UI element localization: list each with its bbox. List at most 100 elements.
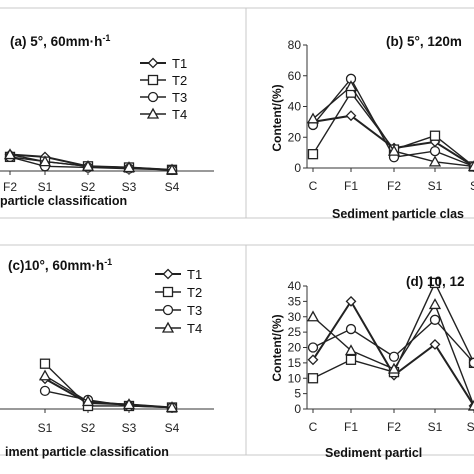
y-axis-label: Content/(%) <box>270 84 284 151</box>
panel-title-superscript: -1 <box>102 33 110 43</box>
x-tick-label: C <box>309 420 318 434</box>
legend-label: T1 <box>172 56 187 71</box>
data-point <box>39 358 51 369</box>
data-point <box>307 354 319 366</box>
x-tick-label: C <box>309 179 318 193</box>
series-line <box>44 375 173 409</box>
legend-marker <box>162 286 174 298</box>
y-tick-label: 30 <box>288 310 302 324</box>
panel-frame <box>245 7 474 219</box>
data-point <box>429 339 441 350</box>
chart-panel-2: 0 20 40 60 80 C F1 F2 S1 S (b) 5°, 120m Sediment pa… <box>245 7 474 221</box>
x-tick-label: S3 <box>122 421 137 435</box>
panel-title-superscript: -1 <box>104 257 112 267</box>
data-point <box>387 362 401 374</box>
series-T4 <box>3 148 179 175</box>
chart-panel-1: F2 S1 S2 S3 S4 (a) 5°, 60mm·h-1 particle class… <box>0 7 247 219</box>
data-point <box>429 130 441 141</box>
data-point <box>306 310 320 322</box>
y-tick-label: 5 <box>294 387 301 401</box>
data-point <box>307 342 319 353</box>
legend-label: T4 <box>172 107 187 122</box>
data-point <box>307 149 319 160</box>
legend-label: T2 <box>187 285 202 300</box>
y-tick-label: 15 <box>288 356 302 370</box>
x-tick-label: S <box>470 179 474 193</box>
x-tick-label: S1 <box>428 179 443 193</box>
data-point <box>344 80 358 92</box>
y-tick-label: 60 <box>288 69 302 83</box>
legend-label: T1 <box>187 267 202 282</box>
legend-marker <box>162 268 174 280</box>
data-point <box>122 398 136 410</box>
legend: T1 T2 T3 T4 <box>140 56 187 122</box>
data-point <box>467 160 474 172</box>
x-tick-label: F1 <box>344 179 358 193</box>
panel-frame <box>0 7 247 219</box>
y-tick-label: 10 <box>288 371 302 385</box>
data-point <box>345 110 357 122</box>
legend-label: T3 <box>172 90 187 105</box>
x-axis-label: particle classification <box>0 194 127 208</box>
x-tick-label: F2 <box>387 420 401 434</box>
data-point <box>165 163 179 175</box>
series-T4 <box>306 80 474 172</box>
panel-title: (a) 5°, 60mm·h-1 <box>10 33 110 49</box>
x-axis-label: Sediment particl <box>325 446 422 460</box>
y-tick-label: 0 <box>294 161 301 175</box>
x-tick-label: S1 <box>428 420 443 434</box>
legend-label: T2 <box>172 73 187 88</box>
legend-label: T3 <box>187 303 202 318</box>
y-tick-label: 20 <box>288 341 302 355</box>
data-point <box>387 144 401 156</box>
data-point <box>467 399 474 411</box>
legend-marker <box>161 321 175 333</box>
legend-marker <box>147 57 159 69</box>
x-tick-label: S1 <box>38 180 53 194</box>
x-tick-label: S4 <box>165 180 180 194</box>
x-tick-label: F1 <box>344 420 358 434</box>
series-T3 <box>307 314 474 369</box>
y-tick-label: 40 <box>288 100 302 114</box>
y-tick-label: 20 <box>288 130 302 144</box>
data-point <box>345 354 357 365</box>
y-axis-label: Content/(%) <box>270 314 284 381</box>
y-tick-label: 0 <box>294 402 301 416</box>
x-tick-label: F2 <box>387 179 401 193</box>
legend-marker <box>146 107 160 119</box>
y-tick-label: 80 <box>288 38 302 52</box>
legend: T1 T2 T3 T4 <box>155 267 202 336</box>
y-tick-label: 35 <box>288 294 302 308</box>
data-point <box>39 385 51 397</box>
data-point <box>345 295 357 307</box>
series-T4 <box>306 298 474 411</box>
x-tick-label: S2 <box>81 180 96 194</box>
x-tick-label: S3 <box>122 180 137 194</box>
y-tick-label: 25 <box>288 325 302 339</box>
data-point <box>345 323 357 335</box>
legend-marker <box>147 91 159 103</box>
data-point <box>429 277 441 289</box>
data-point <box>81 159 95 171</box>
legend-marker <box>147 74 159 86</box>
x-tick-label: F2 <box>3 180 17 194</box>
x-tick-label: S2 <box>81 421 96 435</box>
data-point <box>165 401 179 413</box>
data-point <box>38 155 52 167</box>
panel-title: (b) 5°, 120m <box>386 34 462 49</box>
x-tick-label: S4 <box>165 421 180 435</box>
x-tick-label: S1 <box>38 421 53 435</box>
chart-panel-3: S1 S2 S3 S4 (c)10°, 60mm·h-1 iment particle c… <box>0 244 247 459</box>
x-axis-label: Sediment particle clas <box>332 207 464 221</box>
data-point <box>3 148 17 160</box>
data-point <box>428 298 442 310</box>
panel-title: (d) 10, 12 <box>406 274 465 289</box>
legend-label: T4 <box>187 321 202 336</box>
series-T4 <box>38 369 179 413</box>
data-point <box>468 357 474 369</box>
data-point <box>81 395 95 407</box>
data-point <box>428 155 442 167</box>
